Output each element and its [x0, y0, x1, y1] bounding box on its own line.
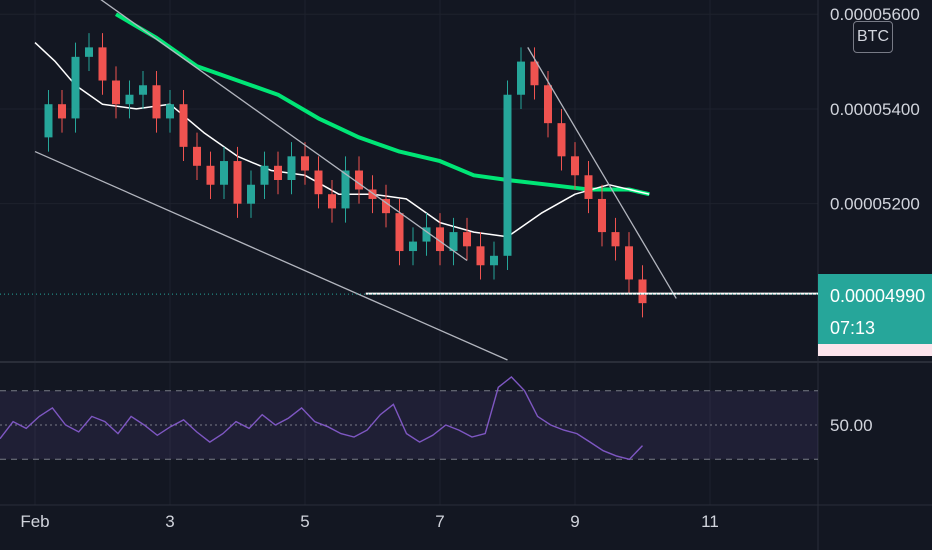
date-tick-label: 11	[701, 512, 719, 531]
date-tick-label: 7	[435, 512, 444, 531]
candle-body	[85, 47, 93, 57]
candle-body	[260, 165, 269, 185]
currency-badge[interactable]: BTC	[853, 21, 893, 53]
date-tick-label: 3	[165, 512, 174, 531]
candle-body	[166, 104, 174, 119]
trend-line	[527, 47, 677, 299]
price-tick-label: 0.00005600	[830, 5, 920, 24]
axes: 0.00005600 0.00005400 0.00005200 50.00 Feb 3 5…	[20, 5, 919, 531]
candle-body	[463, 232, 471, 247]
last-price-tag: 0.00004990 07:13	[818, 274, 932, 344]
candle-body	[193, 146, 201, 166]
candle-body	[58, 104, 66, 119]
trend-line	[100, 0, 468, 262]
candle-body	[368, 189, 377, 199]
candle-body	[517, 61, 525, 95]
candle-body	[395, 213, 404, 252]
date-tick-label: 5	[300, 512, 309, 531]
candle-body	[557, 123, 566, 157]
candle-body	[584, 175, 593, 199]
candle-body	[44, 104, 53, 138]
rsi-tick-label: 50.00	[830, 416, 873, 435]
candle-body	[476, 246, 485, 266]
candle-body	[301, 156, 309, 171]
candle-body	[625, 246, 633, 280]
trend-line	[34, 150, 508, 361]
candle-body	[530, 61, 539, 86]
candle-body	[598, 198, 606, 233]
date-tick-label: 9	[570, 512, 579, 531]
price-series	[44, 33, 647, 318]
secondary-price-tag	[818, 344, 932, 356]
candle-body	[206, 165, 215, 185]
candle-body	[382, 198, 390, 214]
date-tick-label: Feb	[20, 512, 49, 531]
price-tick-label: 0.00005200	[830, 195, 920, 214]
candle-body	[490, 255, 498, 266]
candle-body	[220, 161, 228, 185]
candle-body	[98, 47, 107, 81]
candle-body	[314, 170, 323, 195]
candle-body	[287, 156, 296, 180]
candle-body	[112, 80, 120, 105]
rsi-line	[0, 376, 644, 461]
trend-lines	[0, 0, 818, 361]
candle-body	[139, 85, 147, 95]
candle-body	[544, 85, 552, 124]
moving-average-long	[114, 12, 650, 197]
candle-body	[247, 184, 255, 204]
last-price-value: 0.00004990	[830, 286, 926, 306]
bar-countdown: 07:13	[830, 318, 876, 338]
rsi-pane	[0, 376, 818, 461]
candle-body	[274, 165, 282, 180]
candle-body	[152, 85, 161, 119]
price-tick-label: 0.00005400	[830, 100, 920, 119]
candle-body	[449, 232, 458, 252]
candle-body	[328, 194, 336, 209]
currency-label: BTC	[857, 28, 889, 45]
candle-body	[422, 227, 431, 242]
candle-body	[355, 170, 363, 190]
candle-body	[125, 94, 134, 105]
candle-body	[638, 279, 647, 304]
candle-body	[233, 161, 242, 204]
candle-body	[409, 241, 417, 252]
candle-body	[571, 156, 579, 176]
candle-body	[436, 227, 444, 252]
candle-body	[179, 104, 188, 147]
candle-body	[503, 94, 512, 256]
candle-body	[341, 170, 350, 209]
candle-body	[71, 56, 80, 119]
candle-body	[611, 232, 620, 247]
